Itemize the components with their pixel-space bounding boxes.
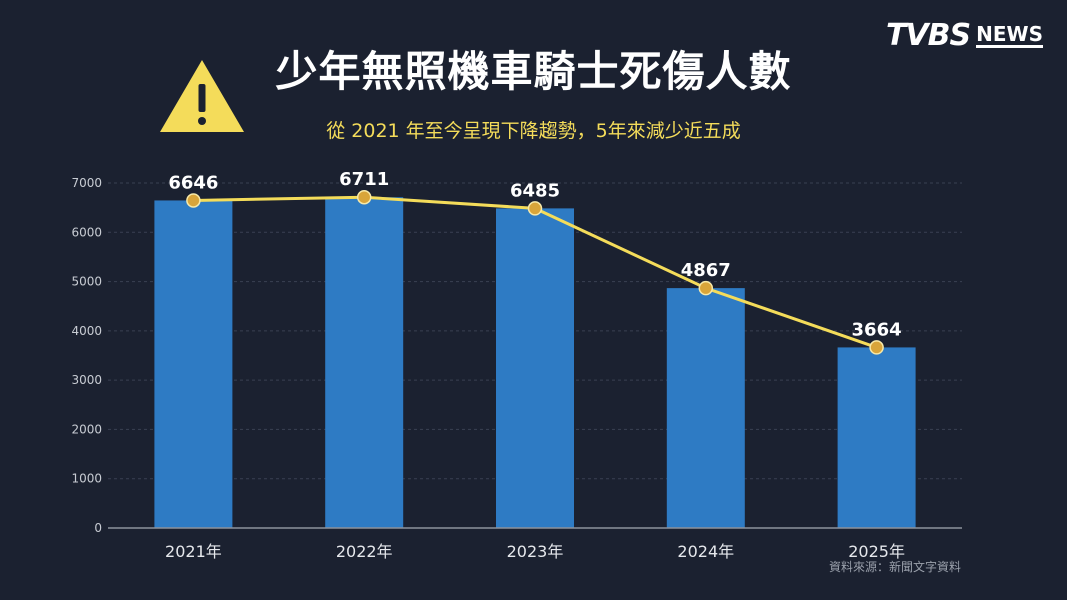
y-axis-ticks: 0 1000 2000 3000 4000 5000 6000 7000: [71, 176, 102, 535]
chart-subtitle: 從 2021 年至今呈現下降趨勢，5年來減少近五成: [326, 120, 741, 142]
data-label: 6485: [510, 180, 560, 201]
bar: [325, 197, 404, 528]
trend-point: [698, 280, 714, 296]
chart-title: 少年無照機車騎士死傷人數: [275, 47, 792, 96]
x-tick-label: 2022年: [336, 542, 393, 561]
bar: [154, 200, 233, 528]
y-tick-label: 2000: [71, 422, 102, 436]
source-note: 資料來源：新聞文字資料: [828, 560, 961, 574]
trend-point: [356, 189, 372, 205]
bar: [496, 208, 574, 528]
bar: [666, 288, 745, 528]
y-tick-label: 3000: [71, 373, 102, 387]
data-label: 3664: [852, 319, 902, 340]
bars: [154, 197, 916, 528]
logo-news-text: NEWS: [976, 21, 1043, 48]
y-tick-label: 1000: [71, 472, 102, 486]
trend-point: [869, 340, 884, 355]
x-tick-label: 2024年: [677, 542, 734, 561]
data-label: 6711: [339, 169, 389, 190]
tvbs-news-logo: TVBS NEWS: [886, 18, 1043, 53]
x-tick-label: 2025年: [848, 542, 905, 561]
x-tick-label: 2023年: [507, 542, 564, 561]
data-label: 4867: [681, 260, 731, 281]
trend-point: [186, 193, 201, 208]
x-tick-label: 2021年: [165, 542, 222, 561]
warning-icon: [160, 60, 244, 132]
trend-point: [527, 201, 543, 216]
x-axis-labels: 2021年 2022年 2023年 2024年 2025年: [165, 542, 905, 561]
logo-tvbs-text: TVBS: [885, 18, 971, 53]
bar: [837, 347, 916, 528]
data-label: 6646: [168, 172, 218, 193]
y-tick-label: 0: [94, 521, 102, 535]
trend-markers: [186, 189, 884, 355]
y-tick-label: 4000: [71, 324, 102, 338]
y-tick-label: 6000: [71, 225, 102, 239]
y-tick-label: 5000: [71, 275, 102, 289]
y-tick-label: 7000: [71, 176, 102, 190]
data-labels: 6646 6711 6485 4867 3664: [168, 169, 901, 340]
